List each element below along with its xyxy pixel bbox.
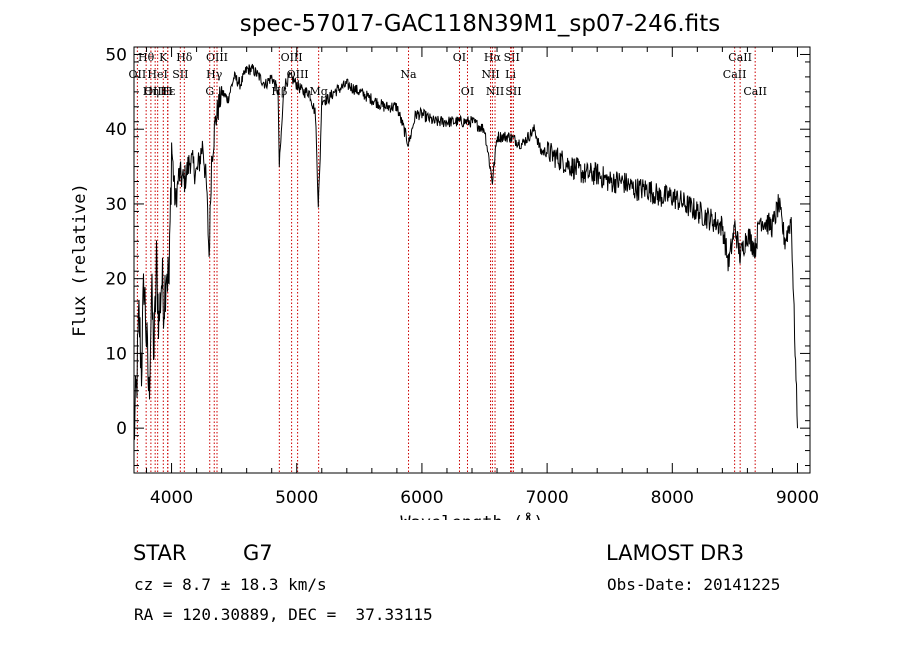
y-axis-label: Flux (relative) — [70, 183, 90, 337]
line-label-15: OIII — [287, 68, 309, 81]
spectrum-line — [133, 63, 798, 440]
x-tick-label-3: 7000 — [525, 488, 568, 508]
y-tick-label-2: 20 — [105, 270, 127, 290]
line-label-27: CaII — [723, 68, 747, 81]
line-label-25: SII — [505, 85, 521, 98]
plot-frame — [133, 46, 811, 474]
x-tick-label-0: 4000 — [150, 488, 193, 508]
x-tick-label-2: 6000 — [400, 488, 443, 508]
line-label-8: Hη — [143, 85, 159, 98]
line-label-21: SII — [504, 51, 520, 64]
line-label-9: H — [163, 85, 173, 98]
line-label-7: SII — [172, 68, 188, 81]
line-label-28: CaII — [743, 85, 767, 98]
line-label-0: Hθ — [138, 51, 155, 64]
line-label-3: K — [159, 51, 168, 64]
survey-name: LAMOST DR3 — [606, 541, 745, 565]
x-tick-label-5: 9000 — [776, 488, 819, 508]
line-label-26: CaII — [728, 51, 752, 64]
x-axis-label: Wavelength (Å) — [400, 511, 543, 520]
line-label-5: Hε — [160, 85, 176, 98]
y-tick-label-1: 10 — [105, 344, 127, 364]
line-label-12: G — [205, 85, 214, 98]
x-tick-label-4: 8000 — [651, 488, 694, 508]
chart-title: spec-57017-GAC118N39M1_sp07-246.fits — [240, 11, 720, 37]
object-subclass: G7 — [243, 541, 273, 565]
x-axis-ticks: 4000 5000 6000 7000 8000 9000 — [146, 47, 819, 508]
line-label-18: OI — [453, 51, 466, 64]
line-label-1: OII — [129, 68, 147, 81]
line-label-4: HeI — [147, 68, 167, 81]
line-label-23: Li — [505, 68, 516, 81]
line-label-22: NII — [481, 68, 499, 81]
y-tick-label-3: 30 — [105, 195, 127, 215]
line-label-13: OIII — [281, 51, 303, 64]
coordinates: RA = 120.30889, DEC = 37.33115 — [134, 605, 433, 624]
y-tick-label-4: 40 — [105, 120, 127, 140]
y-tick-label-0: 0 — [116, 419, 127, 439]
line-label-16: Mg — [309, 85, 327, 98]
line-label-20: Hα — [484, 51, 502, 64]
redshift-velocity: cz = 8.7 ± 18.3 km/s — [134, 575, 327, 594]
line-label-10: OIII — [206, 51, 228, 64]
observation-date: Obs-Date: 20141225 — [607, 575, 781, 594]
line-label-17: Na — [400, 68, 417, 81]
x-tick-label-1: 5000 — [275, 488, 318, 508]
spectrum-trace — [133, 63, 798, 440]
spectrum-chart: spec-57017-GAC118N39M1_sp07-246.fits Hθ O… — [70, 11, 819, 520]
y-tick-label-5: 50 — [105, 45, 127, 65]
y-axis-ticks: 0 10 20 30 40 50 — [105, 45, 810, 467]
line-label-2: OIII — [144, 85, 166, 98]
line-label-6: Hδ — [176, 51, 193, 64]
line-label-19: OI — [461, 85, 474, 98]
object-class: STAR — [133, 541, 187, 565]
line-label-11: Hγ — [206, 68, 223, 81]
line-label-24: NII — [486, 85, 504, 98]
